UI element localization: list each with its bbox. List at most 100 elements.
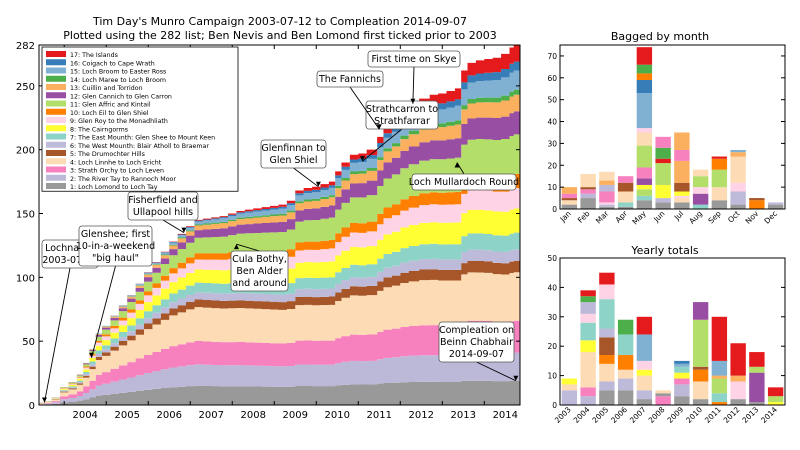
- x-tick-label: 2014: [759, 405, 779, 425]
- bar-segment: [674, 396, 690, 405]
- legend-swatch: [46, 183, 66, 189]
- x-tick-label: 2006: [157, 410, 182, 421]
- bar-segment: [636, 369, 653, 376]
- annotation-arrow: [162, 219, 185, 234]
- bar-segment: [711, 378, 728, 394]
- bar-segment: [730, 204, 746, 209]
- legend-swatch: [46, 141, 66, 148]
- y-tick-label: 50: [22, 337, 35, 348]
- bar-segment: [636, 167, 653, 179]
- bar-segment: [636, 132, 653, 146]
- y-tick-label: 40: [547, 283, 557, 292]
- annotation-arrow: [293, 167, 319, 188]
- bar-segment: [692, 193, 709, 205]
- y-tick-label: 200: [16, 146, 35, 157]
- bar-segment: [636, 375, 653, 391]
- x-tick-label: 2010: [684, 405, 704, 425]
- x-tick-label: 2011: [703, 405, 723, 425]
- annotation-text: Cula Bothy, Ben Alder and around: [232, 254, 287, 289]
- legend-swatch: [46, 166, 66, 173]
- annotation-box: [316, 70, 384, 88]
- annotation-arrowhead: [233, 244, 239, 250]
- bar-segment: [749, 200, 765, 209]
- bar-segment: [561, 193, 578, 199]
- bar-segment: [674, 363, 690, 367]
- bar-segment: [655, 184, 671, 199]
- annotation-arrow: [362, 128, 403, 162]
- legend-swatch: [46, 158, 66, 165]
- bar-segment: [599, 299, 615, 329]
- bar-segment: [636, 128, 653, 133]
- bar-segment: [636, 184, 653, 190]
- bar-segment: [580, 290, 596, 297]
- bar-segment: [674, 360, 690, 364]
- x-tick-label: Apr: [613, 208, 629, 224]
- bar-segment: [730, 149, 746, 153]
- y-tick-label: 70: [547, 52, 557, 61]
- bar-segment: [749, 402, 765, 405]
- x-tick-label: Mar: [594, 208, 611, 225]
- bar-segment: [711, 187, 728, 201]
- legend-label: 1: Loch Lomond to Loch Tay: [70, 184, 158, 191]
- legend-label: 17: The Islands: [70, 52, 118, 59]
- annotation-arrowhead: [41, 397, 47, 403]
- annotation-arrowhead: [410, 98, 416, 104]
- legend-label: 15: Loch Broom to Easter Ross: [70, 69, 166, 76]
- x-tick-label: Jan: [558, 209, 573, 224]
- bar-segment: [617, 176, 634, 183]
- annotation-box: [78, 225, 153, 267]
- bar-segment: [692, 399, 709, 405]
- legend-label: 2: The River Tay to Rannoch Moor: [70, 176, 176, 183]
- annotation-arrow: [412, 66, 415, 104]
- bar-segment: [655, 202, 671, 209]
- yearly-bars: [561, 272, 784, 405]
- annotation-text: Glenfinnan to Glen Shiel: [261, 143, 325, 166]
- bar-segment: [561, 187, 578, 194]
- area-series-4: [39, 272, 520, 405]
- annotation-arrowhead: [376, 124, 382, 130]
- bar-segment: [617, 369, 634, 379]
- main-subtitle: Plotted using the 282 list; Ben Nevis an…: [63, 29, 497, 42]
- bar-segment: [655, 163, 671, 185]
- bar-segment: [767, 202, 784, 205]
- bar-segment: [636, 79, 653, 94]
- legend-label: 5: The Drumochter Hills: [70, 151, 145, 158]
- bar-segment: [692, 169, 709, 177]
- bar-segment: [617, 319, 634, 335]
- bar-segment: [749, 198, 765, 201]
- bar-segment: [711, 156, 728, 159]
- x-tick-label: 2012: [409, 410, 434, 421]
- bar-segment: [599, 184, 615, 192]
- bar-segment: [617, 182, 634, 192]
- bar-segment: [599, 191, 615, 203]
- bar-segment: [636, 73, 653, 80]
- bar-segment: [636, 178, 653, 185]
- x-tick-label: Feb: [576, 209, 592, 225]
- y-tick-label: 282: [16, 41, 35, 52]
- bar-segment: [692, 369, 709, 382]
- annotation-arrowhead: [315, 181, 321, 187]
- bar-segment: [580, 174, 596, 188]
- bar-segment: [692, 176, 709, 188]
- bar-segment: [599, 202, 615, 205]
- bar-segment: [636, 316, 653, 335]
- legend-swatch: [46, 108, 66, 115]
- x-tick-label: 2012: [722, 405, 742, 425]
- bar-segment: [730, 343, 746, 376]
- bar-segment: [617, 206, 634, 209]
- yearly-title: Yearly totals: [630, 244, 699, 257]
- legend-label: 4: Loch Linnhe to Loch Ericht: [70, 159, 162, 166]
- bar-segment: [580, 352, 596, 388]
- legend-label: 12: Glen Cannich to Glen Carron: [70, 93, 172, 100]
- annotation-text: Fisherfield and Ullapool hills: [128, 195, 198, 218]
- bar-segment: [655, 158, 671, 164]
- x-tick-label: 2009: [283, 410, 308, 421]
- main-areas: [39, 45, 520, 405]
- bar-segment: [636, 195, 653, 201]
- x-tick-label: Aug: [687, 209, 704, 226]
- bar-segment: [730, 156, 746, 183]
- x-tick-label: 2008: [241, 410, 266, 421]
- y-tick-label: 100: [16, 273, 35, 284]
- annotation-box: [367, 50, 461, 68]
- bar-segment: [711, 393, 728, 403]
